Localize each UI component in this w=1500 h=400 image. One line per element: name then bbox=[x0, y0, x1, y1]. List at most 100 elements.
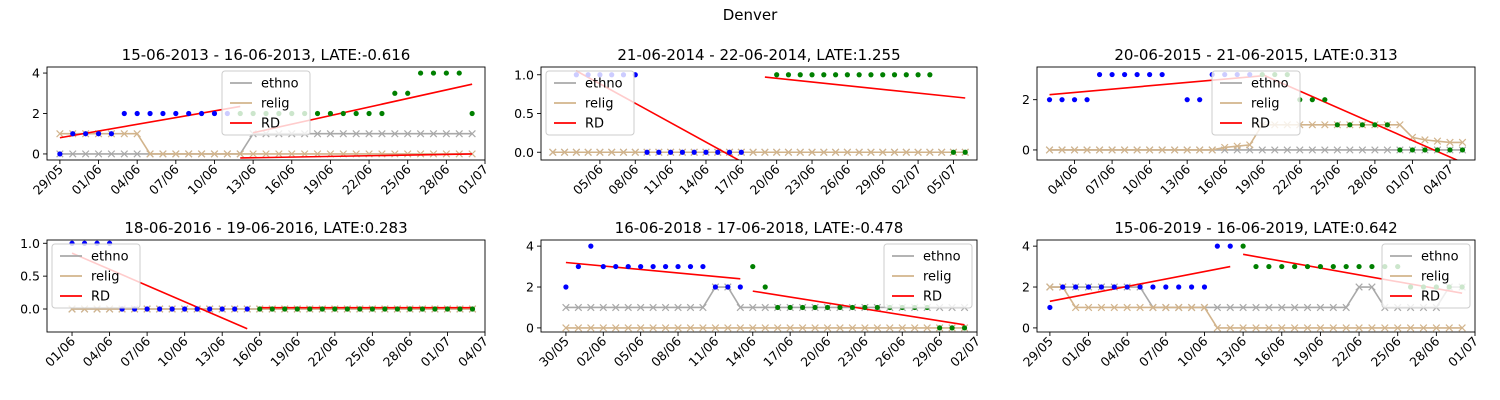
series-relig-marker bbox=[468, 150, 476, 158]
series-relig-marker bbox=[1368, 324, 1376, 332]
series-relig-marker bbox=[1432, 324, 1441, 332]
series-relig-marker bbox=[855, 148, 863, 156]
data-point-pre bbox=[737, 284, 743, 290]
data-point-post bbox=[269, 306, 275, 312]
series-ethno-marker bbox=[1290, 303, 1299, 312]
series-ethno-marker bbox=[1358, 146, 1367, 154]
series-relig-marker bbox=[599, 324, 608, 332]
series-relig-marker bbox=[898, 324, 906, 332]
series-ethno-marker bbox=[1346, 146, 1354, 154]
legend-box bbox=[545, 70, 635, 136]
series-relig-marker bbox=[262, 150, 270, 158]
data-point-pre bbox=[1085, 284, 1092, 290]
series-ethno-marker bbox=[94, 150, 103, 158]
data-point-pre bbox=[650, 263, 656, 270]
legend-box bbox=[1381, 243, 1471, 309]
x-tick-label: 14/06 bbox=[676, 161, 712, 197]
data-point-pre bbox=[211, 110, 218, 117]
x-tick-label: 23/06 bbox=[782, 161, 818, 197]
data-point-post bbox=[1253, 263, 1259, 270]
series-relig-marker bbox=[1213, 324, 1222, 332]
series-relig-marker bbox=[1290, 324, 1299, 332]
legend-label-ethno: ethno bbox=[1421, 250, 1459, 265]
series-ethno-marker bbox=[612, 303, 620, 312]
data-point-pre bbox=[1073, 284, 1079, 290]
data-point-post bbox=[332, 306, 338, 312]
data-point-pre bbox=[207, 306, 213, 312]
series-relig-marker bbox=[1162, 303, 1170, 312]
data-point-post bbox=[394, 306, 400, 312]
legend-label-ethno: ethno bbox=[923, 250, 961, 265]
series-ethno-marker bbox=[1271, 146, 1279, 154]
series-ethno-marker bbox=[587, 303, 595, 312]
series-relig-marker bbox=[773, 324, 782, 332]
data-point-pre bbox=[563, 284, 569, 290]
series-relig-marker bbox=[1239, 324, 1247, 332]
data-point-post bbox=[369, 306, 375, 312]
series-ethno-marker bbox=[1239, 303, 1247, 312]
series-ethno-marker bbox=[429, 129, 438, 138]
series-relig-marker bbox=[761, 324, 769, 332]
data-point-post bbox=[319, 306, 325, 312]
legend-label-rd: RD bbox=[585, 117, 604, 132]
x-tick-label: 07/06 bbox=[146, 161, 182, 197]
data-point-pre bbox=[662, 263, 669, 270]
data-point-post bbox=[353, 110, 359, 117]
x-tick-label: 13/06 bbox=[1157, 161, 1193, 197]
series-ethno-marker bbox=[1383, 146, 1392, 154]
series-ethno-marker bbox=[661, 303, 670, 312]
data-point-post bbox=[812, 304, 818, 311]
x-tick-label: 29/06 bbox=[853, 161, 889, 197]
legend-box bbox=[51, 243, 141, 309]
series-rd-segment bbox=[764, 76, 966, 99]
data-point-pre bbox=[57, 151, 63, 157]
data-point-pre bbox=[1124, 284, 1130, 290]
y-tick-label: 4 bbox=[32, 66, 40, 81]
series-relig-marker bbox=[1097, 303, 1106, 312]
series-relig-marker bbox=[391, 150, 399, 158]
series-ethno-marker bbox=[339, 129, 348, 138]
data-point-pre bbox=[1109, 71, 1115, 78]
series-relig-marker bbox=[1133, 146, 1141, 154]
series-relig-marker bbox=[890, 148, 899, 156]
data-point-post bbox=[1447, 147, 1453, 153]
data-point-pre bbox=[1046, 97, 1053, 103]
x-tick-label: 28/06 bbox=[1345, 161, 1381, 197]
y-tick-label: 2 bbox=[1022, 92, 1030, 107]
data-point-post bbox=[392, 90, 398, 96]
series-relig-marker bbox=[1421, 136, 1429, 144]
subplot-title: 15-06-2013 - 16-06-2013, LATE:-0.616 bbox=[122, 46, 411, 64]
x-tick-label: 17/06 bbox=[711, 161, 747, 197]
data-point-post bbox=[1347, 122, 1353, 128]
series-relig-marker bbox=[823, 324, 832, 332]
series-ethno-marker bbox=[1296, 146, 1304, 154]
subplot-title: 16-06-2018 - 17-06-2018, LATE:-0.478 bbox=[615, 219, 904, 237]
legend: ethno relig RD bbox=[545, 70, 635, 136]
series-relig-marker bbox=[572, 148, 581, 156]
x-tick-label: 13/06 bbox=[223, 161, 259, 197]
series-relig-marker bbox=[796, 148, 804, 156]
data-point-post bbox=[357, 306, 363, 312]
legend: ethno relig RD bbox=[883, 243, 973, 309]
data-point-pre bbox=[726, 149, 733, 155]
series-rd-segment bbox=[565, 261, 741, 280]
x-tick-label: 04/06 bbox=[1045, 161, 1081, 197]
data-point-post bbox=[800, 304, 806, 311]
data-point-post bbox=[430, 70, 437, 76]
series-relig-marker bbox=[831, 148, 840, 156]
series-relig-marker bbox=[1149, 303, 1157, 312]
series-relig-marker bbox=[1265, 324, 1273, 332]
series-relig-marker bbox=[560, 148, 569, 156]
x-tick-label: 01/07 bbox=[1445, 334, 1481, 370]
data-point-post bbox=[1369, 263, 1375, 270]
series-relig-marker bbox=[549, 148, 557, 156]
data-point-pre bbox=[638, 263, 644, 270]
series-relig-marker bbox=[1200, 303, 1209, 312]
data-point-post bbox=[382, 306, 388, 312]
data-point-post bbox=[950, 149, 957, 155]
legend-label-rd: RD bbox=[1251, 117, 1270, 132]
series-relig-marker bbox=[223, 150, 232, 158]
legend-label-ethno: ethno bbox=[261, 77, 299, 92]
series-relig-marker bbox=[808, 148, 816, 156]
data-point-post bbox=[874, 304, 880, 311]
